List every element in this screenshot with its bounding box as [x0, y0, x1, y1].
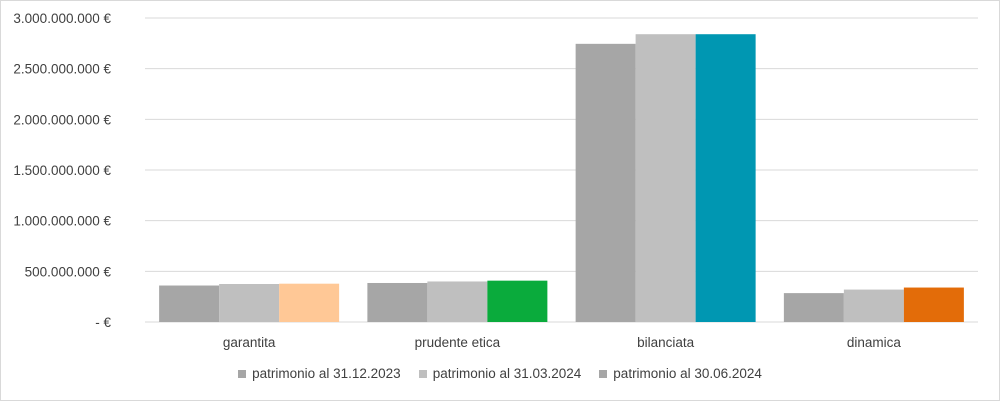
legend-swatch — [418, 369, 427, 378]
legend-item: patrimonio al 31.03.2024 — [418, 366, 582, 381]
y-tick-label: 2.500.000.000 € — [13, 62, 111, 77]
x-tick-label: bilanciata — [637, 335, 695, 350]
y-tick-label: 1.500.000.000 € — [13, 163, 111, 178]
bar-garantita-series-1 — [159, 285, 220, 322]
y-tick-label: - € — [95, 315, 111, 330]
x-axis-tick-labels: garantita prudente etica bilanciata dinamic… — [223, 335, 902, 350]
y-tick-label: 500.000.000 € — [25, 264, 112, 279]
legend-label: patrimonio al 31.03.2024 — [432, 366, 582, 381]
legend-label: patrimonio al 31.12.2023 — [252, 366, 401, 381]
bar-dinamica-series-1 — [783, 293, 844, 322]
bar-bilanciata-series-3 — [695, 34, 756, 323]
gridlines — [145, 17, 978, 323]
bar-dinamica-series-2 — [843, 289, 904, 322]
legend: patrimonio al 31.12.2023 patrimonio al 3… — [0, 366, 1000, 381]
y-tick-label: 2.000.000.000 € — [13, 112, 111, 127]
y-tick-label: 3.000.000.000 € — [13, 11, 111, 26]
bar-prudente-etica-series-2 — [427, 281, 488, 322]
bar-prudente-etica-series-3 — [487, 280, 548, 322]
bar-bilanciata-series-2 — [635, 34, 696, 323]
bar-bilanciata-series-1 — [575, 43, 636, 323]
x-tick-label: garantita — [223, 335, 276, 350]
legend-swatch — [238, 369, 247, 378]
y-axis-tick-labels: - € 500.000.000 € 1.000.000.000 € 1.500.000… — [13, 11, 111, 330]
legend-label: patrimonio al 30.06.2024 — [613, 366, 762, 381]
legend-swatch — [599, 369, 608, 378]
y-tick-label: 1.000.000.000 € — [13, 214, 111, 229]
bar-garantita-series-3 — [279, 283, 340, 322]
bars — [159, 34, 964, 323]
legend-item: patrimonio al 31.12.2023 — [238, 366, 401, 381]
bar-chart: - € 500.000.000 € 1.000.000.000 € 1.500.000… — [13, 11, 978, 350]
legend-item: patrimonio al 30.06.2024 — [599, 366, 762, 381]
bar-prudente-etica-series-1 — [367, 282, 428, 322]
bar-dinamica-series-3 — [903, 287, 964, 322]
bar-garantita-series-2 — [219, 284, 280, 322]
x-tick-label: prudente etica — [415, 335, 501, 350]
x-tick-label: dinamica — [847, 335, 902, 350]
